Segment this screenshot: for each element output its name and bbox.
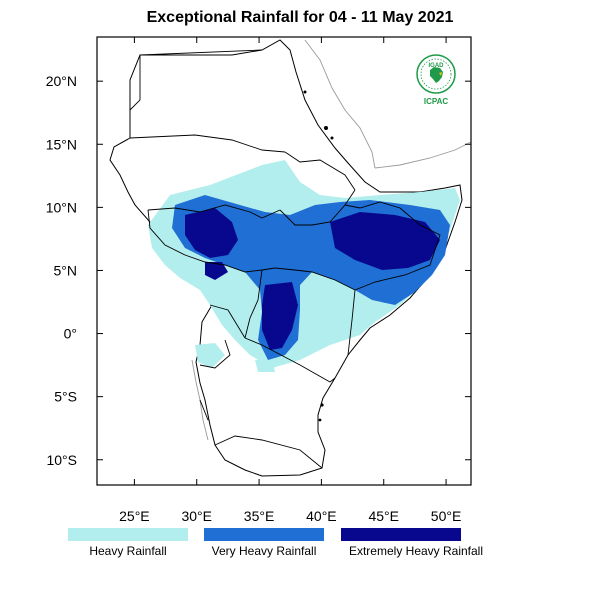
sudan-libya-border xyxy=(129,55,141,111)
legend-swatch-extremely-heavy xyxy=(341,528,461,541)
legend-label-heavy: Heavy Rainfall xyxy=(89,544,167,558)
igad-icpac-logo: IGAD ICPAC xyxy=(416,54,456,106)
lat-tick-label: 0° xyxy=(64,326,77,342)
uganda-drc-border xyxy=(209,304,246,339)
lon-tick-label: 40°E xyxy=(306,508,337,524)
red-sea-islands xyxy=(303,90,334,422)
legend-label-extremely-heavy: Extremely Heavy Rainfall xyxy=(348,544,484,558)
sudan-eritrea-border xyxy=(284,151,356,191)
latitude-axis: 20°N 15°N 10°N 5°N 0° 5°S 10°S xyxy=(46,73,471,468)
red-sea-coast-east xyxy=(304,39,376,169)
lon-tick-label: 50°E xyxy=(431,508,462,524)
lat-tick-label: 5°S xyxy=(54,389,77,405)
logo-bottom-text: ICPAC xyxy=(424,97,449,106)
sudan-chad-egypt-border xyxy=(129,134,286,153)
lon-tick-label: 25°E xyxy=(119,508,150,524)
tanzania-zambia-border xyxy=(199,399,209,421)
extremely-heavy-rainfall-area xyxy=(185,208,440,350)
lat-tick-label: 10°S xyxy=(46,452,77,468)
south-sudan-uganda-drc-border xyxy=(184,254,276,273)
tanzania-mozambique-border xyxy=(214,435,323,469)
africa-silhouette-icon xyxy=(430,67,443,83)
legend-label-very-heavy: Very Heavy Rainfall xyxy=(211,544,317,558)
logo-accent-icon xyxy=(439,72,442,76)
logo-top-text: IGAD xyxy=(429,63,445,69)
legend-swatch-heavy xyxy=(68,528,188,541)
map-frame-border xyxy=(96,36,472,486)
sudan-egypt-border xyxy=(139,49,263,56)
logo-inner-dotted-ring-icon xyxy=(420,58,452,90)
gulf-of-aden-north-coast xyxy=(374,141,471,169)
map-title: Exceptional Rainfall for 04 - 11 May 202… xyxy=(146,9,454,26)
lon-tick-label: 30°E xyxy=(181,508,212,524)
sudan-south-sudan-border xyxy=(147,204,281,219)
lat-tick-label: 15°N xyxy=(46,136,77,152)
lat-tick-label: 5°N xyxy=(54,262,78,278)
lon-tick-label: 35°E xyxy=(244,508,275,524)
map-content xyxy=(109,39,471,477)
longitude-axis: 25°E 30°E 35°E 40°E 45°E 50°E xyxy=(119,37,461,524)
rwanda-burundi-border xyxy=(199,339,231,369)
legend-swatch-very-heavy xyxy=(204,528,324,541)
kenya-somalia-border xyxy=(347,289,356,356)
ethiopia-somalia-border xyxy=(354,207,441,291)
kenya-tanzania-border xyxy=(244,337,336,383)
uganda-kenya-border xyxy=(244,269,263,339)
ethiopia-djibouti-somaliland xyxy=(344,201,401,209)
south-sudan-car-border xyxy=(147,209,186,256)
country-boundaries xyxy=(129,49,441,469)
lon-tick-label: 45°E xyxy=(368,508,399,524)
lat-tick-label: 20°N xyxy=(46,73,77,89)
lat-tick-label: 10°N xyxy=(46,199,77,215)
ethiopia-kenya-border xyxy=(274,267,356,291)
sudan-ethiopia-border xyxy=(279,189,356,226)
